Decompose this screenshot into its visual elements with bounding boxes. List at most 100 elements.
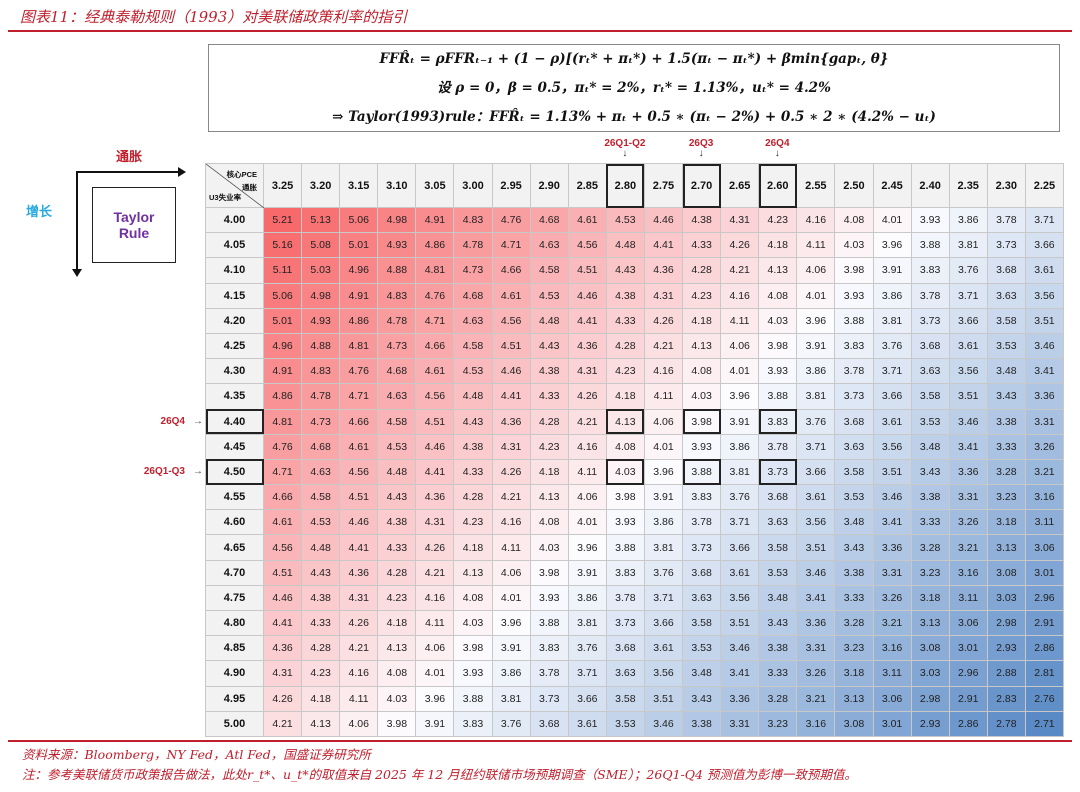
rate-cell: 4.78 <box>377 307 417 334</box>
rate-cell: 3.43 <box>682 685 722 712</box>
annotation-label: 26Q4 <box>765 138 790 149</box>
rate-cell: 3.76 <box>796 408 836 435</box>
rate-cell: 4.31 <box>567 358 607 385</box>
rate-cell: 4.51 <box>415 408 455 435</box>
rate-cell: 3.83 <box>453 710 493 737</box>
rate-cell: 4.11 <box>339 685 379 712</box>
rate-cell: 3.88 <box>682 458 722 486</box>
rate-cell: 3.28 <box>910 534 950 561</box>
rate-cell: 4.41 <box>567 307 607 334</box>
column-header: 3.20 <box>301 163 341 208</box>
rate-cell: 3.21 <box>872 609 912 637</box>
rate-cell: 3.23 <box>834 635 874 662</box>
rate-cell: 3.36 <box>948 458 988 486</box>
rate-cell: 4.38 <box>529 358 569 385</box>
rate-cell: 4.58 <box>301 484 341 511</box>
rate-cell: 4.33 <box>453 458 493 486</box>
rate-cell: 3.16 <box>1024 484 1064 511</box>
rate-cell: 4.13 <box>529 484 569 511</box>
taylor-rule-table: 核心PCE 通胀 U3失业率 3.25 3.20 3.15 3.10 3.05 3.00 2… <box>205 163 1064 737</box>
rate-cell: 3.96 <box>415 685 455 712</box>
rate-cell: 3.58 <box>682 609 722 637</box>
table-row: 4.20 5.01 4.93 4.86 4.78 4.71 4.63 4.56 4.48 4.41… <box>205 307 1064 334</box>
rate-cell: 4.16 <box>643 358 684 385</box>
rate-cell: 3.83 <box>529 635 569 662</box>
rate-cell: 3.53 <box>758 559 798 586</box>
rate-cell: 4.06 <box>796 257 836 284</box>
rate-cell: 4.21 <box>720 257 760 284</box>
rate-cell: 4.01 <box>796 282 836 309</box>
rate-cell: 4.81 <box>415 257 455 284</box>
rate-cell: 4.18 <box>605 383 645 410</box>
rate-cell: 4.53 <box>301 509 341 536</box>
rate-cell: 3.66 <box>1024 232 1064 259</box>
rate-cell: 3.71 <box>720 509 760 536</box>
rate-cell: 3.83 <box>910 257 950 284</box>
rate-cell: 3.26 <box>948 509 988 536</box>
rate-cell: 4.38 <box>605 282 645 309</box>
rate-cell: 4.36 <box>491 408 531 435</box>
rate-cell: 3.08 <box>986 559 1026 586</box>
row-header: 4.70 <box>205 559 264 586</box>
table-row: 4.55 4.66 4.58 4.51 4.43 4.36 4.28 4.21 4.13 4.06… <box>205 484 1064 511</box>
rate-cell: 4.01 <box>415 660 455 687</box>
rate-cell: 4.46 <box>491 358 531 385</box>
column-header: 2.55 <box>796 163 836 208</box>
rate-cell: 4.41 <box>415 458 455 486</box>
rate-cell: 3.61 <box>720 559 760 586</box>
rate-cell: 3.98 <box>682 408 722 435</box>
row-header: 4.80 <box>205 609 264 637</box>
rate-cell: 4.26 <box>415 534 455 561</box>
rate-cell: 3.61 <box>872 408 912 435</box>
rate-cell: 4.93 <box>301 307 341 334</box>
rate-cell: 4.93 <box>377 232 417 259</box>
rate-cell: 3.88 <box>529 609 569 637</box>
rate-cell: 4.91 <box>339 282 379 309</box>
rate-cell: 3.63 <box>605 660 645 687</box>
table-row: 4.85 4.36 4.28 4.21 4.13 4.06 3.98 3.91 3.83 3.76… <box>205 635 1064 662</box>
rate-cell: 3.13 <box>834 685 874 712</box>
rate-cell: 3.83 <box>834 332 874 360</box>
rate-cell: 4.03 <box>834 232 874 259</box>
rate-cell: 3.96 <box>567 534 607 561</box>
rate-cell: 4.76 <box>339 358 379 385</box>
rate-cell: 3.98 <box>377 710 417 737</box>
table-row: 4.30 4.91 4.83 4.76 4.68 4.61 4.53 4.46 4.38 4.31… <box>205 358 1064 385</box>
rate-cell: 4.96 <box>262 332 303 360</box>
rate-cell: 4.06 <box>643 408 684 435</box>
rate-cell: 2.98 <box>910 685 950 712</box>
rate-cell: 3.56 <box>720 584 760 612</box>
taylor-rule-label-2: Rule <box>118 225 150 241</box>
rate-cell: 3.28 <box>986 458 1026 486</box>
rate-cell: 4.53 <box>453 358 493 385</box>
rate-cell: 4.21 <box>415 559 455 586</box>
rate-cell: 4.43 <box>301 559 341 586</box>
rate-cell: 3.88 <box>453 685 493 712</box>
rate-cell: 4.28 <box>605 332 645 360</box>
rate-cell: 4.38 <box>453 433 493 460</box>
table-row: 4.25 4.96 4.88 4.81 4.73 4.66 4.58 4.51 4.43 4.36… <box>205 332 1064 360</box>
rate-cell: 3.78 <box>682 509 722 536</box>
rate-cell: 3.98 <box>529 559 569 586</box>
rate-cell: 3.98 <box>605 484 645 511</box>
rate-cell: 4.18 <box>529 458 569 486</box>
growth-axis-label: 增长 <box>26 205 53 220</box>
rate-cell: 2.96 <box>948 660 988 687</box>
rate-cell: 4.31 <box>415 509 455 536</box>
rate-cell: 3.08 <box>834 710 874 737</box>
row-header: 4.05 <box>205 232 264 259</box>
title-divider <box>8 30 1072 32</box>
rate-cell: 3.46 <box>643 710 684 737</box>
rate-cell: 4.63 <box>529 232 569 259</box>
rate-cell: 3.31 <box>948 484 988 511</box>
row-header: 4.75 <box>205 584 264 612</box>
rate-cell: 4.48 <box>605 232 645 259</box>
rate-cell: 2.81 <box>1024 660 1064 687</box>
rate-cell: 3.43 <box>986 383 1026 410</box>
row-header: 4.60 <box>205 509 264 536</box>
table-row: 4.60 4.61 4.53 4.46 4.38 4.31 4.23 4.16 4.08 4.01… <box>205 509 1064 536</box>
rate-cell: 4.36 <box>262 635 303 662</box>
rate-cell: 3.78 <box>529 660 569 687</box>
rate-cell: 4.03 <box>758 307 798 334</box>
rate-cell: 4.53 <box>529 282 569 309</box>
